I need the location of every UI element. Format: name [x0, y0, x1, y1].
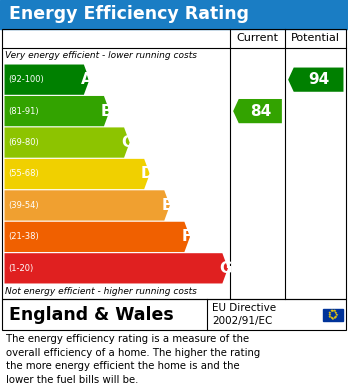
- Polygon shape: [5, 190, 170, 221]
- Text: (21-38): (21-38): [9, 232, 39, 241]
- Text: ★: ★: [328, 311, 332, 315]
- Text: ★: ★: [331, 309, 335, 313]
- Bar: [2, 299, 346, 330]
- Text: ★: ★: [333, 316, 337, 320]
- Polygon shape: [5, 222, 190, 252]
- Text: EU Directive: EU Directive: [212, 303, 276, 314]
- Bar: [2, 29, 346, 299]
- Text: The energy efficiency rating is a measure of the
overall efficiency of a home. T: The energy efficiency rating is a measur…: [6, 334, 261, 385]
- Text: B: B: [101, 104, 112, 118]
- Text: (55-68): (55-68): [9, 169, 39, 179]
- Polygon shape: [233, 99, 282, 123]
- Text: D: D: [141, 167, 153, 181]
- Text: G: G: [219, 261, 231, 276]
- Polygon shape: [5, 96, 110, 126]
- Text: 2002/91/EC: 2002/91/EC: [212, 316, 272, 326]
- Text: ★: ★: [330, 316, 333, 320]
- Text: (1-20): (1-20): [9, 264, 34, 273]
- Polygon shape: [5, 65, 89, 95]
- Text: C: C: [121, 135, 133, 150]
- Text: England & Wales: England & Wales: [9, 306, 173, 324]
- Text: ★: ★: [335, 313, 338, 317]
- Text: ★: ★: [328, 313, 331, 317]
- Text: (69-80): (69-80): [9, 138, 39, 147]
- Text: Not energy efficient - higher running costs: Not energy efficient - higher running co…: [5, 287, 197, 296]
- Text: Current: Current: [237, 33, 278, 43]
- Text: E: E: [162, 198, 172, 213]
- Bar: [323, 309, 343, 321]
- Polygon shape: [5, 127, 130, 158]
- Text: Energy Efficiency Rating: Energy Efficiency Rating: [9, 5, 249, 23]
- Text: Very energy efficient - lower running costs: Very energy efficient - lower running co…: [5, 51, 197, 60]
- Text: ★: ★: [334, 311, 338, 315]
- Text: 94: 94: [308, 72, 329, 87]
- Text: ★: ★: [334, 315, 338, 319]
- Polygon shape: [5, 159, 150, 189]
- Polygon shape: [288, 68, 343, 92]
- Text: Potential: Potential: [291, 33, 340, 43]
- Text: ★: ★: [328, 315, 332, 319]
- Text: A: A: [81, 72, 93, 87]
- Text: (39-54): (39-54): [9, 201, 39, 210]
- Text: (81-91): (81-91): [9, 107, 39, 116]
- Text: 84: 84: [250, 104, 271, 118]
- Polygon shape: [5, 253, 228, 283]
- Bar: [0, 0, 348, 29]
- Text: F: F: [182, 230, 192, 244]
- Text: ★: ★: [331, 317, 335, 321]
- Text: ★: ★: [330, 309, 333, 313]
- Text: ★: ★: [333, 309, 337, 313]
- Text: (92-100): (92-100): [9, 75, 45, 84]
